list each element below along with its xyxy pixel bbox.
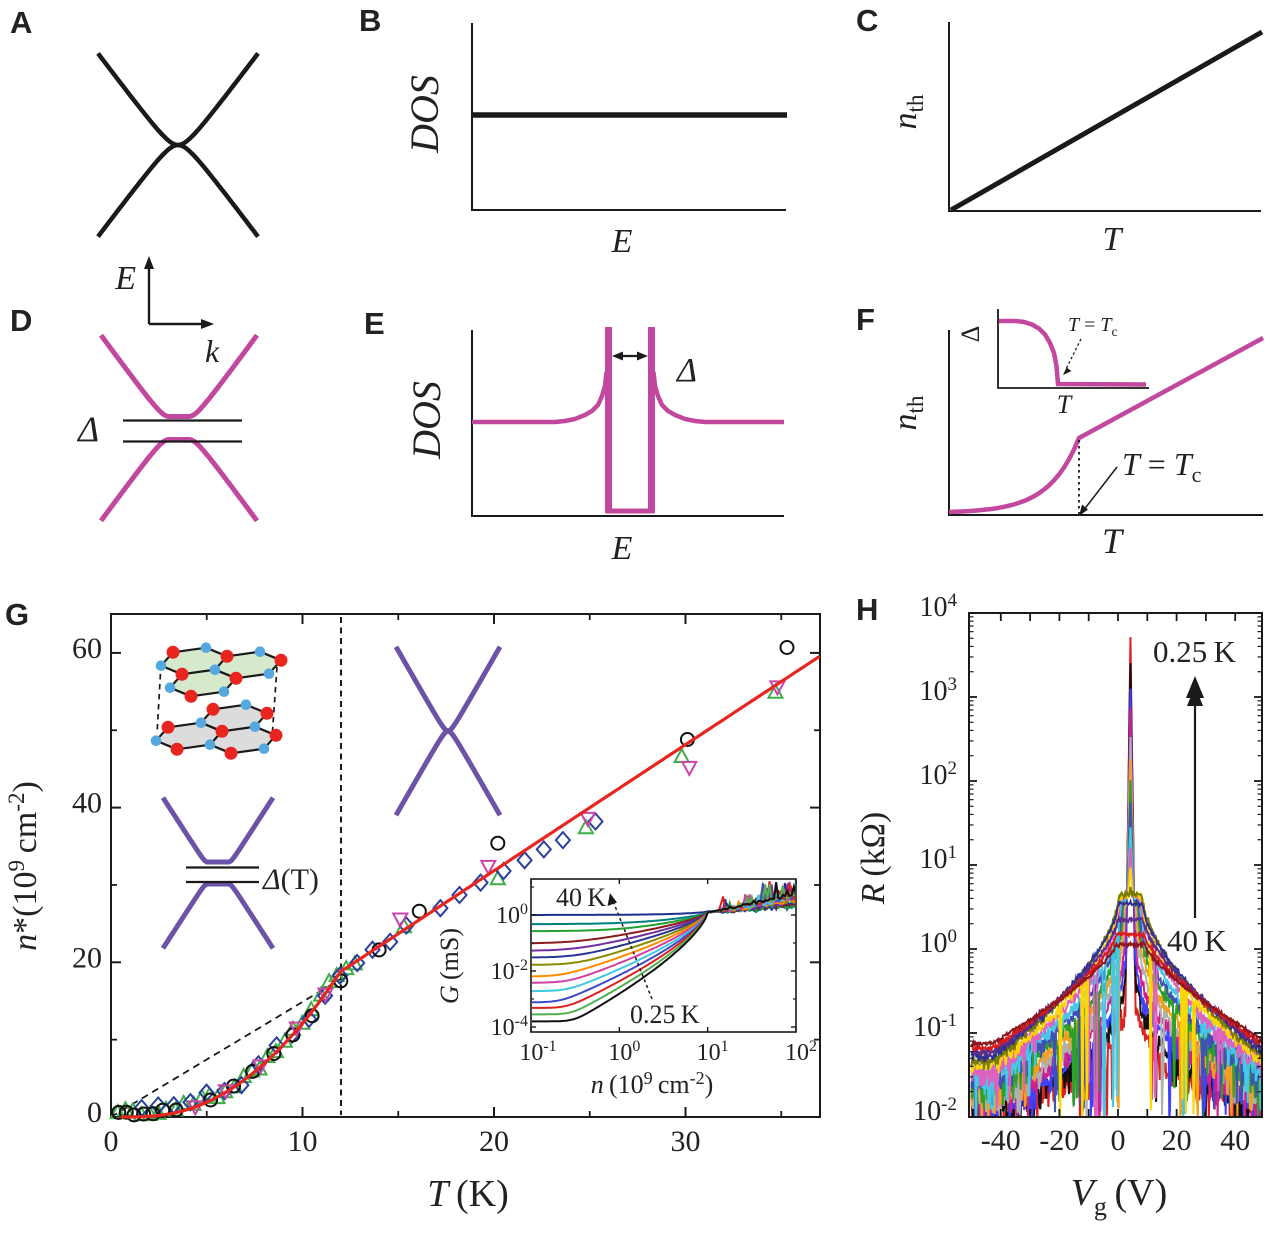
svg-text:10-2: 10-2 — [491, 957, 528, 985]
svg-text:R (kΩ): R (kΩ) — [855, 812, 892, 906]
svg-text:Δ: Δ — [956, 326, 985, 343]
svg-text:DOS: DOS — [402, 75, 447, 154]
svg-text:T: T — [1103, 221, 1124, 258]
svg-text:nth: nth — [887, 395, 928, 430]
svg-text:E: E — [611, 223, 633, 260]
svg-text:E: E — [364, 306, 385, 341]
svg-text:T (K): T (K) — [427, 1173, 509, 1215]
svg-text:Δ(T): Δ(T) — [262, 863, 319, 896]
svg-text:20: 20 — [479, 1125, 509, 1158]
svg-text:T = Tc: T = Tc — [1068, 314, 1118, 340]
svg-text:40 K: 40 K — [556, 883, 606, 912]
svg-text:G: G — [5, 597, 29, 632]
svg-text:T: T — [1102, 521, 1125, 561]
svg-text:C: C — [856, 3, 878, 38]
svg-text:-20: -20 — [1039, 1124, 1079, 1157]
svg-text:-40: -40 — [981, 1124, 1021, 1157]
svg-text:F: F — [856, 302, 875, 337]
svg-text:Δ: Δ — [675, 352, 697, 389]
svg-text:nth: nth — [887, 94, 928, 129]
svg-text:Vg (V): Vg (V) — [1071, 1172, 1168, 1221]
svg-text:30: 30 — [671, 1125, 701, 1158]
svg-text:D: D — [10, 303, 32, 338]
svg-text:40 K: 40 K — [1167, 923, 1227, 958]
svg-text:20: 20 — [72, 941, 102, 974]
svg-text:B: B — [359, 3, 381, 38]
svg-text:H: H — [856, 592, 878, 627]
svg-text:10-2: 10-2 — [913, 1094, 957, 1127]
svg-text:10-1: 10-1 — [913, 1010, 957, 1043]
svg-text:0: 0 — [104, 1125, 119, 1158]
svg-text:E: E — [114, 260, 136, 297]
svg-text:40: 40 — [72, 787, 102, 820]
svg-text:0: 0 — [87, 1096, 102, 1129]
svg-text:10: 10 — [288, 1125, 318, 1158]
svg-text:0.25 K: 0.25 K — [1153, 634, 1236, 669]
svg-text:0: 0 — [1111, 1124, 1126, 1157]
svg-text:60: 60 — [72, 632, 102, 665]
svg-text:Δ: Δ — [76, 409, 99, 449]
svg-text:0.25 K: 0.25 K — [630, 1000, 700, 1029]
svg-text:k: k — [205, 333, 220, 369]
svg-text:E: E — [611, 530, 633, 567]
svg-text:20: 20 — [1162, 1124, 1192, 1157]
svg-text:T = Tc: T = Tc — [1122, 446, 1202, 487]
svg-text:103: 103 — [920, 674, 958, 707]
svg-text:T: T — [1057, 390, 1073, 419]
svg-text:G (mS): G (mS) — [435, 928, 464, 1004]
svg-text:DOS: DOS — [404, 381, 449, 460]
svg-text:40: 40 — [1220, 1124, 1250, 1157]
svg-text:A: A — [10, 5, 32, 40]
